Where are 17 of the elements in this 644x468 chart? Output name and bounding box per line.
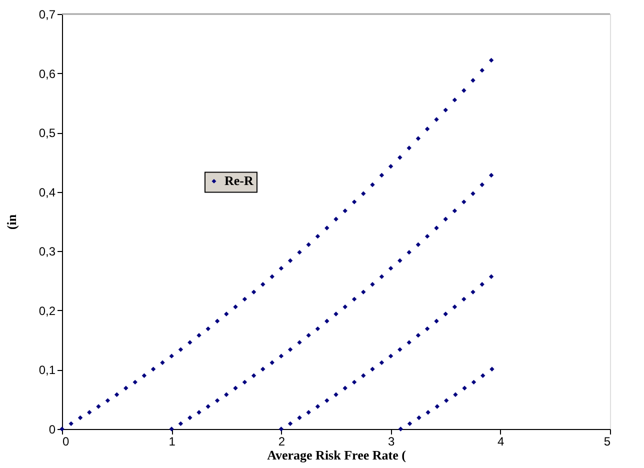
y-tick-label: 0,1	[38, 363, 56, 378]
x-tick-label: 1	[168, 434, 176, 448]
y-tick-label: 0,6	[38, 66, 56, 81]
x-tick-label: 0	[62, 434, 70, 448]
y-tick-label: 0,3	[38, 244, 56, 259]
y-tick-label: 0	[48, 422, 56, 436]
y-tick-label: 0,7	[38, 8, 56, 22]
x-tick-label: 3	[388, 434, 395, 448]
y-axis-title: (in	[4, 214, 19, 230]
x-tick-label: 5	[604, 434, 611, 448]
y-tick-label: 0,2	[38, 304, 56, 318]
x-axis-title: Average Risk Free Rate (	[267, 448, 406, 462]
y-tick-label: 0,5	[38, 126, 56, 140]
x-tick-label: 2	[278, 434, 286, 448]
legend-label: Re-R	[224, 173, 254, 188]
y-tick-label: 0,4	[38, 185, 56, 200]
x-tick-label: 4	[498, 434, 505, 448]
